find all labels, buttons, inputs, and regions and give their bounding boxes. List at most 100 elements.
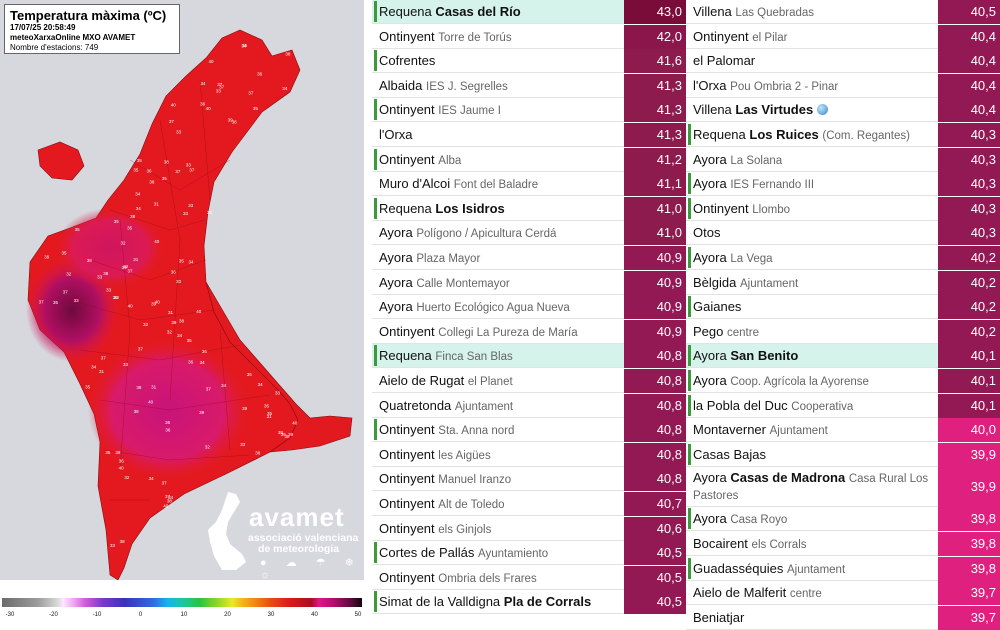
station-row[interactable]: el Palomar 40,4: [686, 49, 1000, 74]
station-row[interactable]: Requena Finca San Blas 40,8: [372, 344, 686, 369]
station-row[interactable]: Requena Los Ruices (Com. Regantes) 40,3: [686, 123, 1000, 147]
station-row[interactable]: Simat de la Valldigna Pla de Corrals 40,5: [372, 590, 686, 615]
station-name[interactable]: Muro d'Alcoi Font del Baladre: [379, 172, 619, 196]
station-name[interactable]: Cortes de Pallás Ayuntamiento: [379, 541, 619, 565]
station-name[interactable]: Cofrentes: [379, 49, 619, 73]
station-name[interactable]: Requena Finca San Blas: [379, 344, 619, 368]
station-name[interactable]: Ayora Plaza Mayor: [379, 246, 619, 270]
station-name[interactable]: Ayora IES Fernando III: [693, 172, 933, 196]
station-name[interactable]: Beniatjar: [693, 606, 933, 630]
station-name[interactable]: Casas Bajas: [693, 443, 933, 467]
station-name[interactable]: Ontinyent Collegi La Pureza de María: [379, 320, 619, 344]
station-name[interactable]: Ontinyent Alt de Toledo: [379, 492, 619, 516]
station-row[interactable]: Beniatjar 39,7: [686, 605, 1000, 630]
temperature-map[interactable]: 34 38 39 35 38 33 32 38 38 37 34 33 39 37 37 35 35 39 35 40…: [0, 0, 364, 580]
station-row[interactable]: Ayora Huerto Ecológico Agua Nueva 40,9: [372, 295, 686, 320]
station-name[interactable]: Otos: [693, 221, 933, 245]
station-row[interactable]: Requena Casas del Río 43,0: [372, 0, 686, 24]
station-row[interactable]: Ontinyent Llombo 40,3: [686, 196, 1000, 221]
station-row[interactable]: Quatretonda Ajuntament 40,8: [372, 393, 686, 418]
station-name[interactable]: Montaverner Ajuntament: [693, 418, 933, 442]
station-name[interactable]: Aielo de Rugat el Planet: [379, 369, 619, 393]
station-row[interactable]: Bocairent els Corrals 39,8: [686, 532, 1000, 556]
station-row[interactable]: Ayora La Vega 40,2: [686, 246, 1000, 270]
station-name[interactable]: l'Orxa: [379, 123, 619, 147]
station-row[interactable]: Ontinyent el Pilar 40,4: [686, 24, 1000, 49]
station-name[interactable]: Ontinyent Alba: [379, 148, 619, 172]
station-name[interactable]: Ontinyent Ombria dels Frares: [379, 566, 619, 590]
station-name[interactable]: Aielo de Malferit centre: [693, 581, 933, 605]
station-row[interactable]: Ayora IES Fernando III 40,3: [686, 172, 1000, 197]
station-row[interactable]: Ontinyent Sta. Anna nord 40,8: [372, 418, 686, 443]
station-name[interactable]: Ayora San Benito: [693, 344, 933, 368]
station-name[interactable]: Ontinyent els Ginjols: [379, 517, 619, 541]
station-row[interactable]: l'Orxa 41,3: [372, 123, 686, 147]
station-name[interactable]: Ontinyent les Aigües: [379, 443, 619, 467]
station-name[interactable]: Ontinyent IES Jaume I: [379, 98, 619, 122]
station-name[interactable]: Ontinyent Sta. Anna nord: [379, 418, 619, 442]
station-row[interactable]: Aielo de Malferit centre 39,7: [686, 581, 1000, 606]
station-name[interactable]: Villena Las Quebradas: [693, 0, 933, 24]
station-name[interactable]: Ayora Casa Royo: [693, 507, 933, 531]
station-row[interactable]: Ayora San Benito 40,1: [686, 344, 1000, 369]
station-row[interactable]: Ayora Casa Royo 39,8: [686, 507, 1000, 532]
station-row[interactable]: Ayora La Solana 40,3: [686, 147, 1000, 172]
station-name[interactable]: Ayora La Solana: [693, 148, 933, 172]
station-row[interactable]: Albaida IES J. Segrelles 41,3: [372, 73, 686, 98]
station-row[interactable]: Ontinyent Torre de Torús 42,0: [372, 24, 686, 49]
station-name[interactable]: la Pobla del Duc Cooperativa: [693, 394, 933, 418]
station-row[interactable]: Ayora Coop. Agrícola la Ayorense 40,1: [686, 369, 1000, 393]
station-name[interactable]: Ontinyent Llombo: [693, 197, 933, 221]
station-name[interactable]: Ayora Coop. Agrícola la Ayorense: [693, 369, 933, 393]
station-row[interactable]: Requena Los Isidros 41,0: [372, 196, 686, 221]
station-name[interactable]: Bèlgida Ajuntament: [693, 271, 933, 295]
station-row[interactable]: Ontinyent les Aigües 40,8: [372, 442, 686, 467]
station-row[interactable]: Ayora Plaza Mayor 40,9: [372, 246, 686, 270]
station-name[interactable]: Albaida IES J. Segrelles: [379, 74, 619, 98]
station-row[interactable]: Ayora Calle Montemayor 40,9: [372, 270, 686, 295]
station-name[interactable]: Requena Los Isidros: [379, 197, 619, 221]
station-row[interactable]: Aielo de Rugat el Planet 40,8: [372, 369, 686, 393]
station-row[interactable]: Villena Las Quebradas 40,5: [686, 0, 1000, 24]
station-name[interactable]: el Palomar: [693, 49, 933, 73]
station-name[interactable]: Quatretonda Ajuntament: [379, 394, 619, 418]
station-row[interactable]: Ontinyent els Ginjols 40,6: [372, 516, 686, 541]
station-name[interactable]: Requena Casas del Río: [379, 0, 619, 24]
station-row[interactable]: Villena Las Virtudes 40,4: [686, 98, 1000, 123]
station-name[interactable]: Villena Las Virtudes: [693, 98, 933, 122]
station-name[interactable]: Gaianes: [693, 295, 933, 319]
station-name[interactable]: Ontinyent Manuel Iranzo: [379, 467, 619, 491]
station-name[interactable]: Ontinyent Torre de Torús: [379, 25, 619, 49]
station-row[interactable]: Cofrentes 41,6: [372, 49, 686, 74]
station-name[interactable]: Ayora La Vega: [693, 246, 933, 270]
station-name[interactable]: Ayora Huerto Ecológico Agua Nueva: [379, 295, 619, 319]
station-row[interactable]: Montaverner Ajuntament 40,0: [686, 418, 1000, 443]
station-name[interactable]: Pego centre: [693, 320, 933, 344]
station-row[interactable]: Otos 40,3: [686, 221, 1000, 246]
station-row[interactable]: l'Orxa Pou Ombria 2 - Pinar 40,4: [686, 73, 1000, 98]
station-name[interactable]: Ontinyent el Pilar: [693, 25, 933, 49]
station-row[interactable]: Guadasséquies Ajuntament 39,8: [686, 556, 1000, 581]
station-name[interactable]: Ayora Calle Montemayor: [379, 271, 619, 295]
station-row[interactable]: Pego centre 40,2: [686, 319, 1000, 344]
station-name[interactable]: Guadasséquies Ajuntament: [693, 557, 933, 581]
station-name[interactable]: Ayora Polígono / Apicultura Cerdá: [379, 221, 619, 245]
station-row[interactable]: Gaianes 40,2: [686, 295, 1000, 320]
station-row[interactable]: Ayora Casas de Madrona Casa Rural Los Pa…: [686, 467, 1000, 508]
station-name[interactable]: Bocairent els Corrals: [693, 532, 933, 556]
station-row[interactable]: Ontinyent IES Jaume I 41,3: [372, 98, 686, 123]
station-row[interactable]: Casas Bajas 39,9: [686, 442, 1000, 467]
station-row[interactable]: Ayora Polígono / Apicultura Cerdá 41,0: [372, 221, 686, 246]
station-name[interactable]: Requena Los Ruices (Com. Regantes): [693, 123, 933, 147]
station-row[interactable]: la Pobla del Duc Cooperativa 40,1: [686, 393, 1000, 418]
station-row[interactable]: Cortes de Pallás Ayuntamiento 40,5: [372, 541, 686, 566]
station-row[interactable]: Ontinyent Alt de Toledo 40,7: [372, 492, 686, 516]
station-name[interactable]: l'Orxa Pou Ombria 2 - Pinar: [693, 74, 933, 98]
station-row[interactable]: Bèlgida Ajuntament 40,2: [686, 270, 1000, 295]
station-row[interactable]: Ontinyent Alba 41,2: [372, 147, 686, 172]
station-row[interactable]: Muro d'Alcoi Font del Baladre 41,1: [372, 172, 686, 197]
station-name[interactable]: Simat de la Valldigna Pla de Corrals: [379, 590, 619, 614]
station-row[interactable]: Ontinyent Ombria dels Frares 40,5: [372, 565, 686, 590]
station-name[interactable]: Ayora Casas de Madrona Casa Rural Los Pa…: [693, 470, 933, 504]
station-row[interactable]: Ontinyent Manuel Iranzo 40,8: [372, 467, 686, 492]
